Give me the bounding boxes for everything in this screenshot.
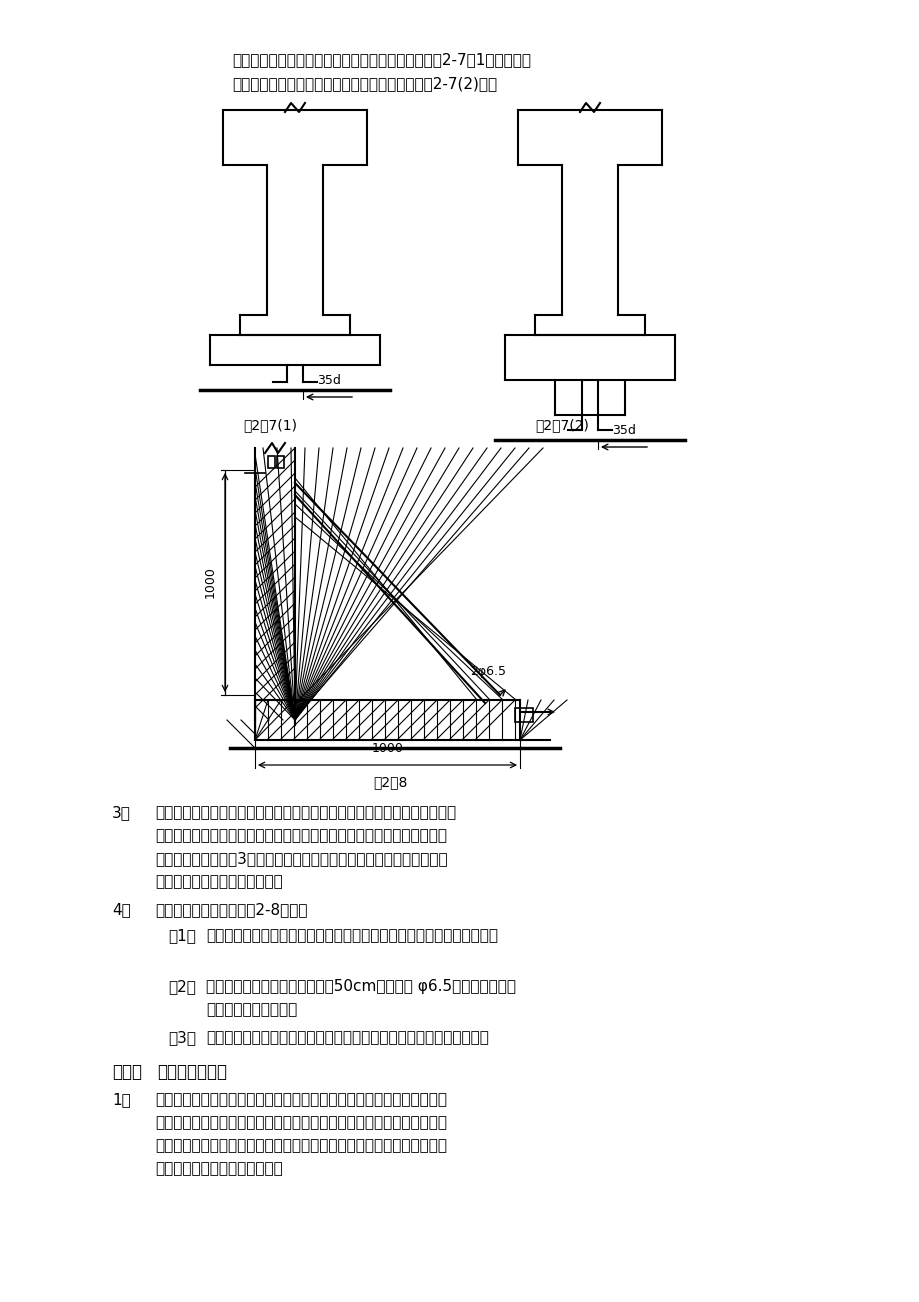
Text: 搭接处应沿受力钢筋互相错开。: 搭接处应沿受力钢筋互相错开。 bbox=[154, 1161, 282, 1176]
Text: 然后再将预制构造柱钢筋骨架立起来，对正伸出的搭接筋，对好标高线，: 然后再将预制构造柱钢筋骨架立起来，对正伸出的搭接筋，对好标高线， bbox=[154, 828, 447, 842]
Text: 1000: 1000 bbox=[371, 742, 403, 755]
Text: 根部加密区箍筋开始往上绑扎。: 根部加密区箍筋开始往上绑扎。 bbox=[154, 874, 282, 889]
Text: 墙体附有管沟时，构造柱埋设深度应大于沟深（图2-7(2)）。: 墙体附有管沟时，构造柱埋设深度应大于沟深（图2-7(2)）。 bbox=[232, 76, 496, 91]
Text: 无基础圈梁时，埋设在垫层或基础混凝土座内，如图2-7（1）所示。当: 无基础圈梁时，埋设在垫层或基础混凝土座内，如图2-7（1）所示。当 bbox=[232, 52, 530, 66]
Text: （二）: （二） bbox=[112, 1062, 142, 1081]
Bar bbox=[277, 456, 284, 467]
Text: 图2－7(1): 图2－7(1) bbox=[243, 418, 297, 432]
Text: 构造柱钢筋必须与各层纵横墙的圈梁钢筋绑扎连接，形成一个封闭框架。: 构造柱钢筋必须与各层纵横墙的圈梁钢筋绑扎连接，形成一个封闭框架。 bbox=[206, 928, 497, 943]
Text: 3、: 3、 bbox=[112, 805, 130, 820]
Text: 35d: 35d bbox=[317, 374, 341, 387]
Text: 构造柱钢筋绑扎连接。: 构造柱钢筋绑扎连接。 bbox=[206, 1003, 297, 1017]
Text: 2φ6.5: 2φ6.5 bbox=[470, 665, 505, 678]
Text: 计图纸要求间距，在模板侧帮画箍筋位置线。放箍筋后穿受力钢筋。箍筋: 计图纸要求间距，在模板侧帮画箍筋位置线。放箍筋后穿受力钢筋。箍筋 bbox=[154, 1138, 447, 1154]
Bar bbox=[267, 456, 275, 467]
Text: 安装构造柱钢筋骨架。先在搭接处的钢筋套上箍筋，注意箍筋应交错布置。: 安装构造柱钢筋骨架。先在搭接处的钢筋套上箍筋，注意箍筋应交错布置。 bbox=[154, 805, 456, 820]
Text: 35d: 35d bbox=[611, 424, 635, 437]
Text: 一般采用预制圈梁钢筋骨架，然后按编号吊装就位进行组装后支模板。也: 一般采用预制圈梁钢筋骨架，然后按编号吊装就位进行组装后支模板。也 bbox=[154, 1092, 447, 1107]
Text: 在竖筋搭接部位各绑3个扣，两端中间各一扣。骨架调整后，可以顺序从: 在竖筋搭接部位各绑3个扣，两端中间各一扣。骨架调整后，可以顺序从 bbox=[154, 852, 448, 866]
Text: （1）: （1） bbox=[168, 928, 196, 943]
Text: 绑扎搭接部位钢筋，如图2-8所示。: 绑扎搭接部位钢筋，如图2-8所示。 bbox=[154, 902, 307, 917]
Text: 图2－7(2): 图2－7(2) bbox=[535, 418, 588, 432]
Text: （3）: （3） bbox=[168, 1030, 196, 1046]
Text: 1、: 1、 bbox=[112, 1092, 130, 1107]
Text: 砌完砖墙后，应对构造柱钢筋进行修整，以保证钢筋位置及间距准确。: 砌完砖墙后，应对构造柱钢筋进行修整，以保证钢筋位置及间距准确。 bbox=[206, 1030, 488, 1046]
Text: 在砌砖墙大马牙搓时，沿墙高每50cm埋设两根 φ6.5水平拉结筋，与: 在砌砖墙大马牙搓时，沿墙高每50cm埋设两根 φ6.5水平拉结筋，与 bbox=[206, 979, 516, 993]
Text: 可现场绑扎，后支模板。一般采用硬架支模方法。如在模内绑扎时，按设: 可现场绑扎，后支模板。一般采用硬架支模方法。如在模内绑扎时，按设 bbox=[154, 1115, 447, 1130]
Text: （2）: （2） bbox=[168, 979, 196, 993]
Bar bbox=[515, 708, 532, 723]
Text: 图2－8: 图2－8 bbox=[372, 775, 407, 789]
Text: 4、: 4、 bbox=[112, 902, 130, 917]
Text: 圈梁钢筋的绑扎: 圈梁钢筋的绑扎 bbox=[157, 1062, 227, 1081]
Text: 1000: 1000 bbox=[204, 566, 217, 599]
